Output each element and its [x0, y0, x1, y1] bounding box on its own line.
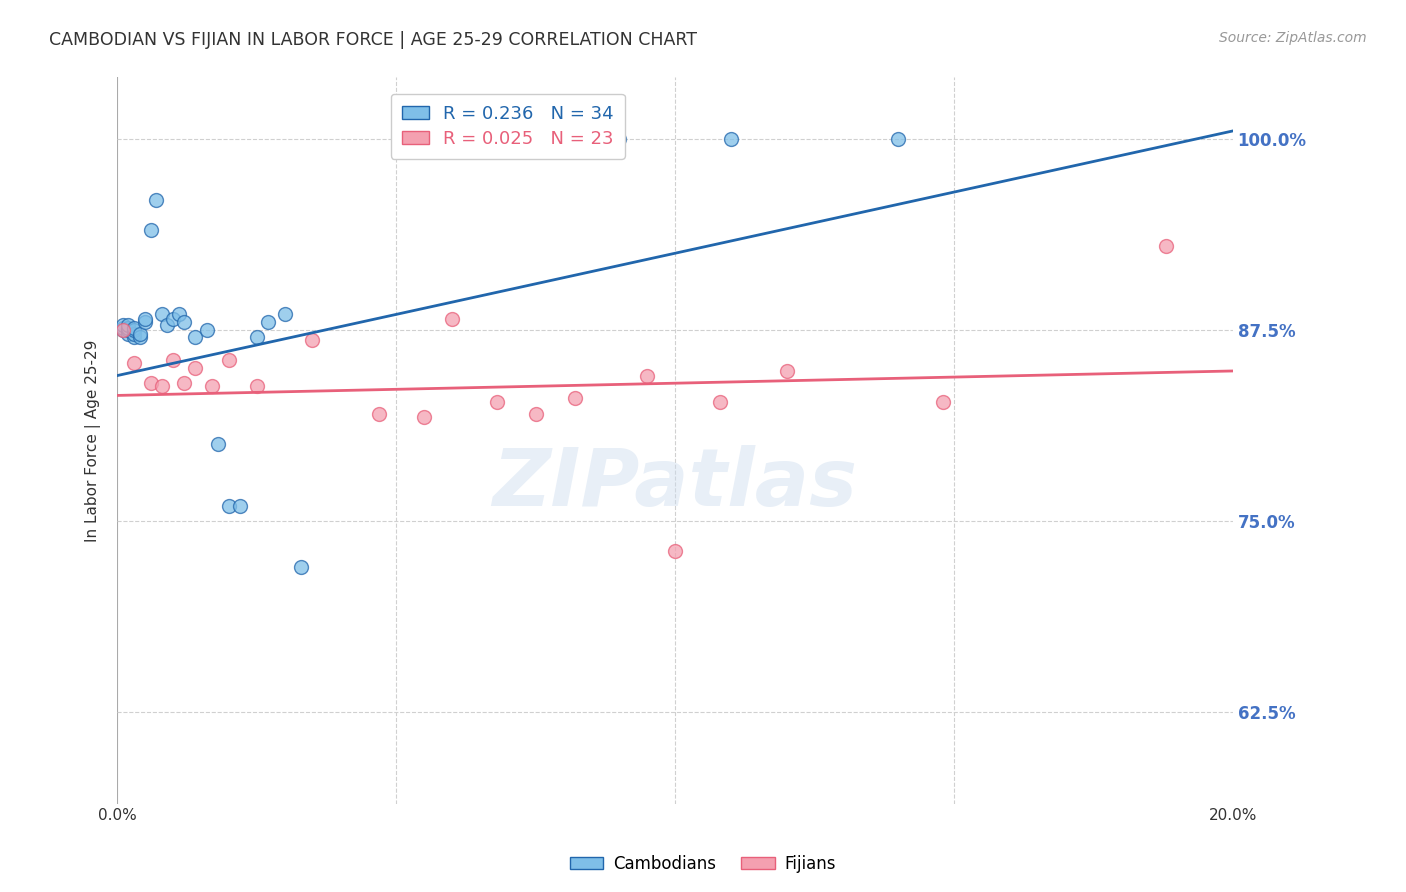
Point — [184, 360, 207, 375]
Point — [128, 330, 150, 344]
Y-axis label: In Labor Force | Age 25-29: In Labor Force | Age 25-29 — [86, 339, 101, 541]
Point — [368, 407, 391, 421]
Point — [1154, 238, 1177, 252]
Point — [195, 323, 218, 337]
Point — [111, 321, 134, 335]
Point — [413, 409, 436, 424]
Point — [122, 356, 145, 370]
Point — [122, 330, 145, 344]
Point — [150, 307, 173, 321]
Point — [207, 437, 229, 451]
Point — [122, 327, 145, 342]
Point — [122, 321, 145, 335]
Point — [134, 315, 156, 329]
Point — [218, 499, 240, 513]
Point — [273, 307, 295, 321]
Point — [128, 327, 150, 342]
Point — [440, 312, 463, 326]
Text: ZIPatlas: ZIPatlas — [492, 445, 858, 523]
Point — [524, 407, 547, 421]
Point — [246, 379, 269, 393]
Point — [720, 131, 742, 145]
Point — [775, 364, 797, 378]
Point — [173, 315, 195, 329]
Point — [117, 318, 139, 332]
Text: Source: ZipAtlas.com: Source: ZipAtlas.com — [1219, 31, 1367, 45]
Point — [636, 368, 658, 383]
Point — [290, 559, 312, 574]
Point — [162, 312, 184, 326]
Point — [139, 376, 162, 391]
Point — [218, 353, 240, 368]
Point — [111, 323, 134, 337]
Point — [184, 330, 207, 344]
Point — [229, 499, 252, 513]
Point — [122, 323, 145, 337]
Point — [301, 334, 323, 348]
Point — [111, 323, 134, 337]
Point — [162, 353, 184, 368]
Legend: Cambodians, Fijians: Cambodians, Fijians — [564, 848, 842, 880]
Point — [117, 323, 139, 337]
Point — [932, 394, 955, 409]
Point — [257, 315, 280, 329]
Point — [485, 394, 508, 409]
Text: CAMBODIAN VS FIJIAN IN LABOR FORCE | AGE 25-29 CORRELATION CHART: CAMBODIAN VS FIJIAN IN LABOR FORCE | AGE… — [49, 31, 697, 49]
Point — [117, 321, 139, 335]
Point — [664, 544, 686, 558]
Point — [139, 223, 162, 237]
Point — [134, 312, 156, 326]
Point — [167, 307, 190, 321]
Legend: R = 0.236   N = 34, R = 0.025   N = 23: R = 0.236 N = 34, R = 0.025 N = 23 — [391, 94, 624, 159]
Point — [111, 318, 134, 332]
Point — [117, 327, 139, 342]
Point — [145, 193, 167, 207]
Point — [173, 376, 195, 391]
Point — [887, 131, 910, 145]
Point — [709, 394, 731, 409]
Point — [564, 392, 586, 406]
Point — [201, 379, 224, 393]
Point — [607, 131, 630, 145]
Point — [150, 379, 173, 393]
Point — [246, 330, 269, 344]
Point — [156, 318, 179, 332]
